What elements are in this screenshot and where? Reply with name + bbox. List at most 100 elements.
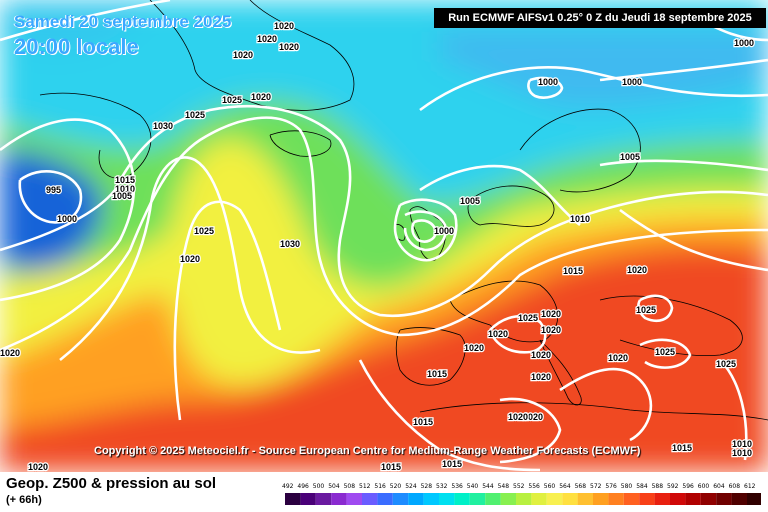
legend-swatch [392,493,409,505]
pressure-label: 1010 [570,214,590,224]
pressure-label: 1000 [734,38,754,48]
legend-tick-label: 612 [744,483,756,490]
forecast-date: Samedi 20 septembre 2025 [14,12,232,31]
pressure-label: 995 [46,185,61,195]
pressure-label: 1000 [538,77,558,87]
legend-swatch [639,493,655,505]
legend-tick-label: 500 [313,483,325,490]
legend-swatch [716,493,732,505]
legend-tick-label: 516 [374,483,386,490]
legend-swatch [670,493,686,505]
pressure-label: 1020 [531,372,551,382]
legend-tick-label: 580 [621,483,633,490]
legend-swatch [377,493,393,505]
pressure-label: 1015 [115,175,135,185]
legend-tick-label: 592 [667,483,679,490]
legend-tick-label: 568 [575,483,587,490]
pressure-label: 1020 [523,412,543,422]
legend-swatch [562,493,578,505]
legend-swatch [408,493,424,505]
pressure-label: 1020 [627,265,647,275]
legend-tick-label: 572 [590,483,602,490]
legend-swatch [331,493,347,505]
legend-tick-label: 520 [390,483,402,490]
legend-swatch [439,493,455,505]
legend-tick-label: 564 [559,483,571,490]
legend-swatch [485,493,501,505]
legend-tick-label: 576 [605,483,617,490]
pressure-label: 1010 [732,448,752,458]
pressure-label: 1025 [636,305,656,315]
pressure-label: 1015 [672,443,692,453]
legend-swatch [300,493,316,505]
legend-swatch [593,493,609,505]
legend-tick-label: 528 [421,483,433,490]
legend-swatch [423,493,439,505]
pressure-label: 1005 [460,196,480,206]
legend-swatch [500,493,516,505]
map-title: Geop. Z500 & pression au sol [6,475,217,492]
legend-swatch [731,493,747,505]
legend-tick-label: 548 [498,483,510,490]
legend-tick-label: 604 [713,483,725,490]
legend-tick-label: 556 [528,483,540,490]
legend-swatch [546,493,563,505]
pressure-label: 1020 [541,309,561,319]
legend-tick-label: 512 [359,483,371,490]
pressure-label: 1025 [716,359,736,369]
pressure-label: 1005 [112,191,132,201]
legend-swatch [469,493,486,505]
pressure-label: 1000 [622,77,642,87]
pressure-label: 1025 [222,95,242,105]
forecast-map: 1020 1020 1020 1020 1025 1020 1030 1025 … [0,0,768,472]
pressure-label: 1025 [518,313,538,323]
pressure-label: 1020 [0,348,20,358]
legend-tick-label: 504 [328,483,340,490]
legend-tick-label: 492 [282,483,294,490]
pressure-labels: 1020 1020 1020 1020 1025 1020 1030 1025 … [0,20,755,472]
pressure-label: 1015 [413,417,433,427]
legend-tick-label: 532 [436,483,448,490]
pressure-label: 1020 [257,34,277,44]
forecast-lead-time: (+ 66h) [6,494,42,506]
pressure-label: 1015 [427,369,447,379]
pressure-label: 1015 [442,459,462,469]
legend-tick-label: 508 [344,483,356,490]
legend-swatch [608,493,624,505]
pressure-label: 1020 [274,21,294,31]
legend-swatch [531,493,547,505]
legend-tick-label: 496 [297,483,309,490]
pressure-label: 1020 [279,42,299,52]
model-run-banner: Run ECMWF AIFSv1 0.25° 0 Z du Jeudi 18 s… [434,8,766,28]
legend-tick-label: 588 [652,483,664,490]
pressure-label: 1020 [28,462,48,472]
pressure-label: 1020 [608,353,628,363]
legend-swatch [315,493,332,505]
color-scale-legend: 492 496 500 504 508 512 516 520 524 528 532 536 540 5… [282,483,761,505]
pressure-label: 1020 [488,329,508,339]
legend-swatch [362,493,378,505]
legend-swatch [577,493,593,505]
pressure-label: 1020 [508,412,528,422]
pressure-label: 1020 [180,254,200,264]
legend-swatch [700,493,717,505]
pressure-label: 1025 [194,226,214,236]
pressure-label: 1015 [563,266,583,276]
coastlines [39,0,768,421]
pressure-label: 1010 [732,439,752,449]
geopotential-field [0,0,768,472]
copyright-text: Copyright © 2025 Meteociel.fr - Source E… [94,445,641,457]
pressure-label: 1000 [57,214,77,224]
legend-tick-label: 544 [482,483,494,490]
legend-swatch [654,493,670,505]
legend-swatch [685,493,701,505]
legend-swatch [747,493,761,505]
pressure-label: 1025 [185,110,205,120]
legend-tick-label: 608 [729,483,741,490]
legend-swatch [516,493,532,505]
legend-tick-label: 596 [682,483,694,490]
pressure-label: 1015 [381,462,401,472]
pressure-label: 1020 [531,350,551,360]
pressure-label: 1025 [655,347,675,357]
pressure-label: 1030 [153,121,173,131]
